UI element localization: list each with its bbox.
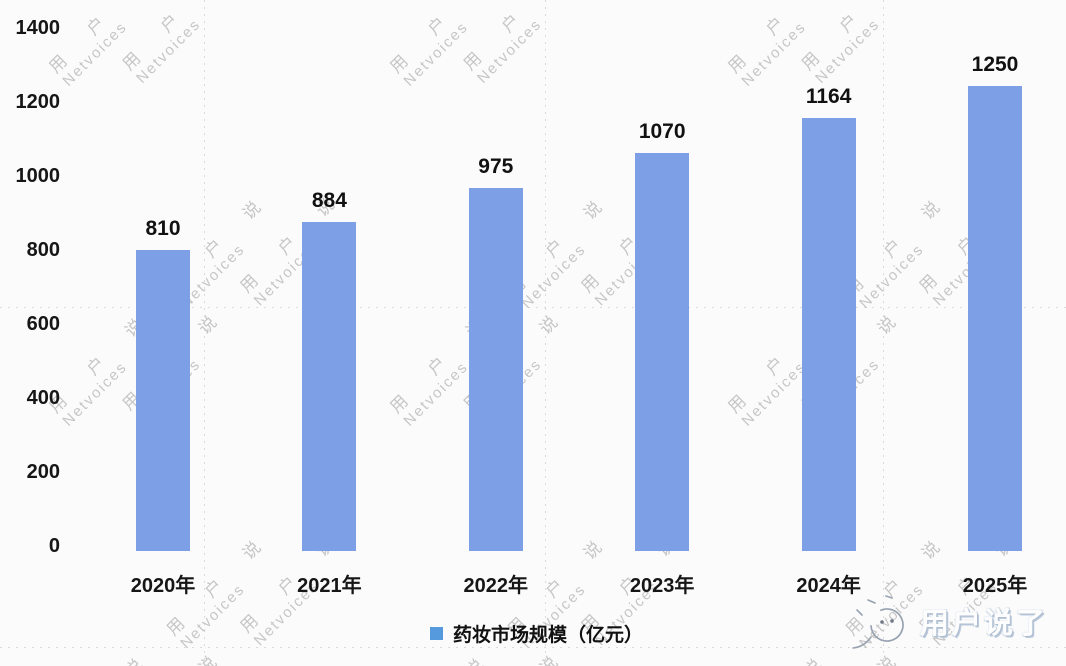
bar-2021年	[302, 222, 357, 551]
brand-logo: 用户说了	[848, 588, 1048, 665]
legend-label: 药妆市场规模（亿元）	[453, 625, 644, 646]
brand-logo-text: 用户说了	[919, 608, 1048, 640]
bar-value-label: 1070	[638, 120, 686, 143]
bar-2022年	[468, 188, 523, 551]
bar-2020年	[136, 250, 190, 551]
sketch-face-icon	[848, 588, 920, 665]
x-axis-label: 2023年	[629, 575, 695, 597]
y-axis-tick-label: 800	[26, 239, 60, 261]
y-axis-tick-label: 200	[26, 461, 60, 483]
bar-2025年	[968, 86, 1022, 551]
x-axis-label: 2021年	[297, 575, 362, 597]
y-axis-tick-label: 600	[26, 313, 60, 335]
y-axis-tick-label: 1000	[15, 165, 61, 187]
legend-swatch-icon	[430, 627, 443, 640]
x-axis-label: 2022年	[463, 575, 529, 597]
bar-value-label: 1250	[971, 53, 1019, 76]
chart-legend: 药妆市场规模（亿元）	[430, 620, 643, 647]
bar-value-label: 975	[478, 155, 514, 178]
bar-2024年	[801, 118, 856, 551]
bar-value-label: 810	[145, 217, 181, 240]
bar-2023年	[635, 153, 690, 551]
y-axis-tick-label: 1400	[15, 17, 61, 39]
y-axis-tick-label: 400	[26, 387, 60, 409]
x-axis-label: 2025年	[962, 575, 1028, 597]
x-axis-label: 2020年	[130, 575, 196, 597]
bar-value-label: 884	[311, 189, 347, 212]
x-axis-label: 2024年	[796, 575, 861, 597]
y-axis-tick-label: 1200	[15, 91, 61, 113]
y-axis-tick-label: 0	[48, 535, 60, 557]
bar-value-label: 1164	[805, 85, 852, 108]
